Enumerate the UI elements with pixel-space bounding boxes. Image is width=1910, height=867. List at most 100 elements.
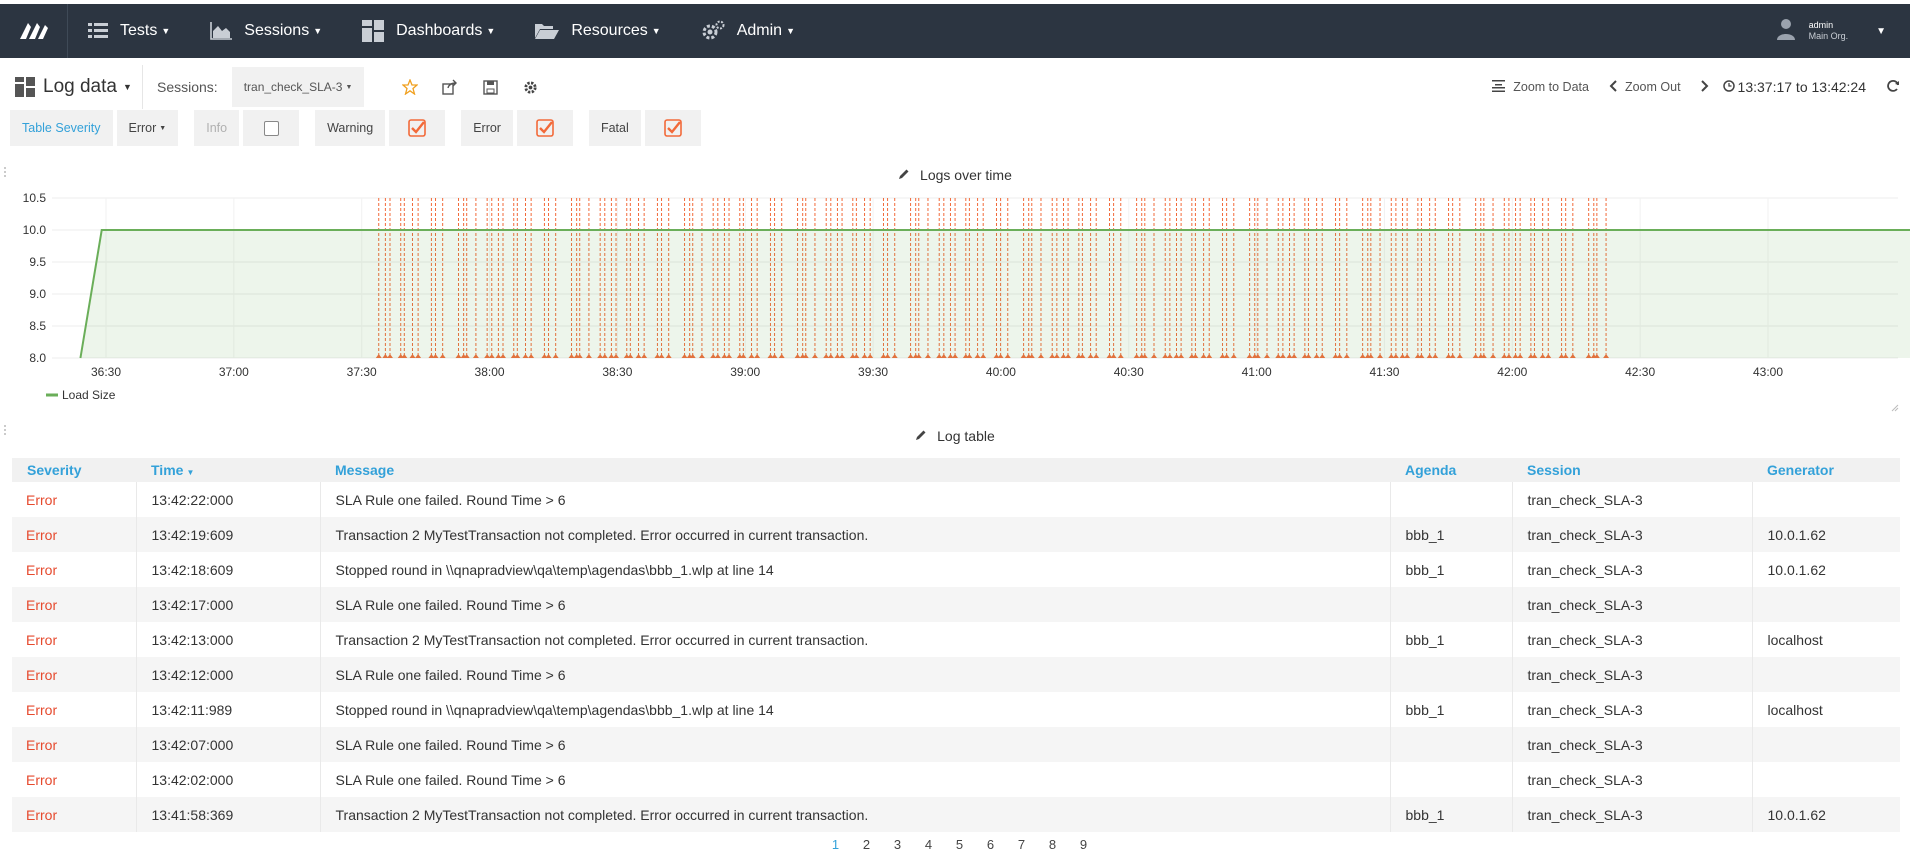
chart-svg[interactable]: 10.5 10.0 9.5 9.0 8.5 8.0 36:30 37:00 37:30 38:0… (0, 164, 1910, 412)
error-marker (993, 354, 1000, 358)
top-navbar: Tests ▼ Sessions ▼ Dashboards ▼ Resource… (0, 4, 1910, 58)
nav-admin[interactable]: Admin ▼ (681, 4, 815, 58)
filter-warning-checkbox[interactable] (389, 110, 446, 146)
area-chart-icon (210, 22, 233, 40)
x-tick-label: 37:30 (347, 365, 377, 379)
refresh-button[interactable] (1886, 79, 1900, 96)
filter-error-checkbox[interactable] (516, 110, 573, 146)
user-avatar-icon (1776, 18, 1795, 45)
error-marker (1593, 354, 1600, 358)
error-marker (1445, 354, 1452, 358)
y-tick-label: 8.5 (29, 319, 46, 333)
error-marker (1178, 354, 1185, 358)
error-marker (740, 354, 747, 358)
panel-drag-handle[interactable] (3, 424, 7, 438)
table-row[interactable]: Error 13:42:17:000 SLA Rule one failed. Ro… (12, 587, 1900, 622)
cell-generator (1751, 657, 1900, 692)
zoom-out-button[interactable]: Zoom Out (1609, 79, 1681, 95)
user-menu[interactable]: admin Main Org. ▼ (1776, 4, 1910, 58)
dashboard-toolbar: Log data ▼ Sessions: tran_check_SLA-3 ▼ … (0, 65, 1910, 109)
time-forward-button[interactable] (1700, 79, 1709, 95)
chart-panel-header[interactable]: Logs over time (0, 167, 1910, 183)
page-link[interactable]: 9 (1079, 837, 1088, 852)
filter-warning: Warning (315, 110, 446, 146)
nav-sessions[interactable]: Sessions ▼ (190, 4, 342, 58)
error-marker (827, 354, 834, 358)
zoom-to-data-button[interactable]: Zoom to Data (1492, 79, 1589, 95)
table-row[interactable]: Error 13:42:02:000 SLA Rule one failed. Ro… (12, 762, 1900, 797)
cell-generator: 10.0.1.62 (1751, 517, 1900, 552)
error-marker (936, 354, 943, 358)
page-link[interactable]: 7 (1017, 837, 1026, 852)
list-icon (88, 22, 108, 40)
col-header-generator[interactable]: Generator (1752, 458, 1900, 482)
table-row[interactable]: Error 13:42:11:989 Stopped round in \\qnap… (12, 692, 1900, 727)
session-select[interactable]: tran_check_SLA-3 ▼ (231, 67, 365, 107)
nav-dashboards[interactable]: Dashboards ▼ (342, 4, 515, 58)
col-header-agenda[interactable]: Agenda (1390, 458, 1512, 482)
filter-fatal-checkbox[interactable] (644, 110, 701, 146)
col-header-session[interactable]: Session (1512, 458, 1752, 482)
share-button[interactable] (430, 67, 470, 107)
page-link[interactable]: 5 (955, 837, 964, 852)
time-controls: Zoom to Data Zoom Out 13:37:17 to 13:42:… (1492, 65, 1910, 109)
user-info: admin Main Org. (1809, 20, 1849, 42)
col-header-time[interactable]: Time ▼ (136, 458, 320, 482)
page-link[interactable]: 2 (862, 837, 871, 852)
error-marker (947, 354, 954, 358)
save-button[interactable] (470, 67, 510, 107)
error-marker (1367, 354, 1374, 358)
error-marker (1200, 354, 1207, 358)
error-marker (1472, 354, 1479, 358)
chart-panel-title: Logs over time (920, 167, 1012, 183)
error-marker (1141, 354, 1148, 358)
table-severity-select[interactable]: Error ▼ (116, 110, 179, 146)
error-marker (1426, 354, 1433, 358)
filter-info-checkbox[interactable] (243, 110, 300, 146)
col-header-message[interactable]: Message (320, 458, 1390, 482)
dashboard-title-menu[interactable]: Log data ▼ (0, 65, 143, 109)
star-button[interactable] (390, 67, 430, 107)
nav-resources[interactable]: Resources ▼ (515, 4, 680, 58)
error-marker (1004, 354, 1011, 358)
sort-desc-icon: ▼ (186, 468, 195, 477)
page-link[interactable]: 1 (831, 837, 840, 852)
error-marker (1456, 354, 1463, 358)
nav-tests[interactable]: Tests ▼ (68, 4, 190, 58)
table-panel-header[interactable]: Log table (0, 428, 1910, 444)
page-link[interactable]: 4 (924, 837, 933, 852)
error-marker (568, 354, 575, 358)
error-marker (1359, 354, 1366, 358)
caret-down-icon: ▼ (486, 26, 496, 36)
panel-drag-handle[interactable] (3, 166, 7, 180)
error-marker (710, 354, 717, 358)
error-marker (681, 354, 688, 358)
col-header-severity[interactable]: Severity (12, 458, 136, 482)
table-row[interactable]: Error 13:42:07:000 SLA Rule one failed. Ro… (12, 727, 1900, 762)
page-link[interactable]: 6 (986, 837, 995, 852)
error-marker (1603, 354, 1610, 358)
brand-logo[interactable] (0, 4, 68, 58)
table-severity-label: Table Severity (10, 110, 113, 146)
settings-button[interactable] (510, 67, 550, 107)
dashboard-grid-icon (15, 77, 35, 97)
logo-icon (19, 23, 48, 39)
error-marker (1286, 354, 1293, 358)
page-link[interactable]: 3 (893, 837, 902, 852)
x-tick-label: 42:30 (1625, 365, 1655, 379)
table-row[interactable]: Error 13:42:12:000 SLA Rule one failed. Ro… (12, 657, 1900, 692)
panel-resize-handle[interactable] (1889, 399, 1899, 417)
table-row[interactable]: Error 13:42:13:000 Transaction 2 MyTestTra… (12, 622, 1900, 657)
table-row[interactable]: Error 13:42:22:000 SLA Rule one failed. Ro… (12, 482, 1900, 517)
x-tick-label: 43:00 (1753, 365, 1783, 379)
error-marker (1569, 354, 1576, 358)
caret-down-icon: ▼ (651, 26, 661, 36)
table-row[interactable]: Error 13:42:18:609 Stopped round in \\qnap… (12, 552, 1900, 587)
page-link[interactable]: 8 (1048, 837, 1057, 852)
table-row[interactable]: Error 13:42:19:609 Transaction 2 MyTestTra… (12, 517, 1900, 552)
table-row[interactable]: Error 13:41:58:369 Transaction 2 MyTestTra… (12, 797, 1900, 832)
time-range-picker[interactable]: 13:37:17 to 13:42:24 (1722, 79, 1866, 95)
cell-session: tran_check_SLA-3 (1511, 622, 1752, 657)
cell-message: Transaction 2 MyTestTransaction not comp… (319, 517, 1390, 552)
error-marker (585, 354, 592, 358)
